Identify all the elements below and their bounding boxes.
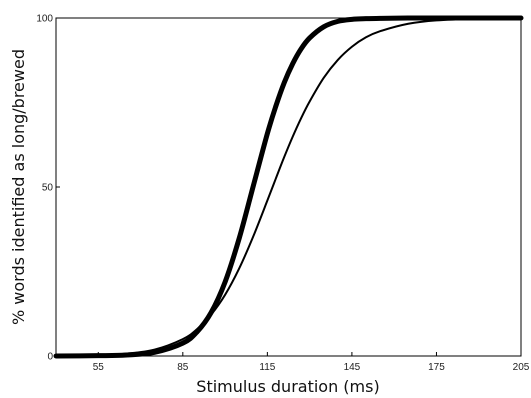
x-tick-label: 85 bbox=[177, 362, 189, 373]
x-axis-label: Stimulus duration (ms) bbox=[196, 377, 379, 396]
series-line-thick bbox=[53, 15, 524, 359]
series-line-thin bbox=[55, 17, 522, 357]
x-tick-label: 145 bbox=[344, 362, 361, 373]
y-tick-label: 50 bbox=[42, 183, 54, 194]
y-tick-label: 100 bbox=[36, 14, 53, 25]
x-tick-label: 175 bbox=[428, 362, 445, 373]
tick-group: 55 85 115 145 175 205 0 50 100 bbox=[36, 14, 529, 374]
x-tick-label: 55 bbox=[93, 362, 105, 373]
y-axis-label: % words identified as long/brewed bbox=[9, 49, 28, 325]
x-tick-label: 205 bbox=[513, 362, 530, 373]
x-tick-label: 115 bbox=[259, 362, 275, 373]
y-tick-label: 0 bbox=[47, 352, 53, 363]
series-layer bbox=[53, 15, 524, 359]
